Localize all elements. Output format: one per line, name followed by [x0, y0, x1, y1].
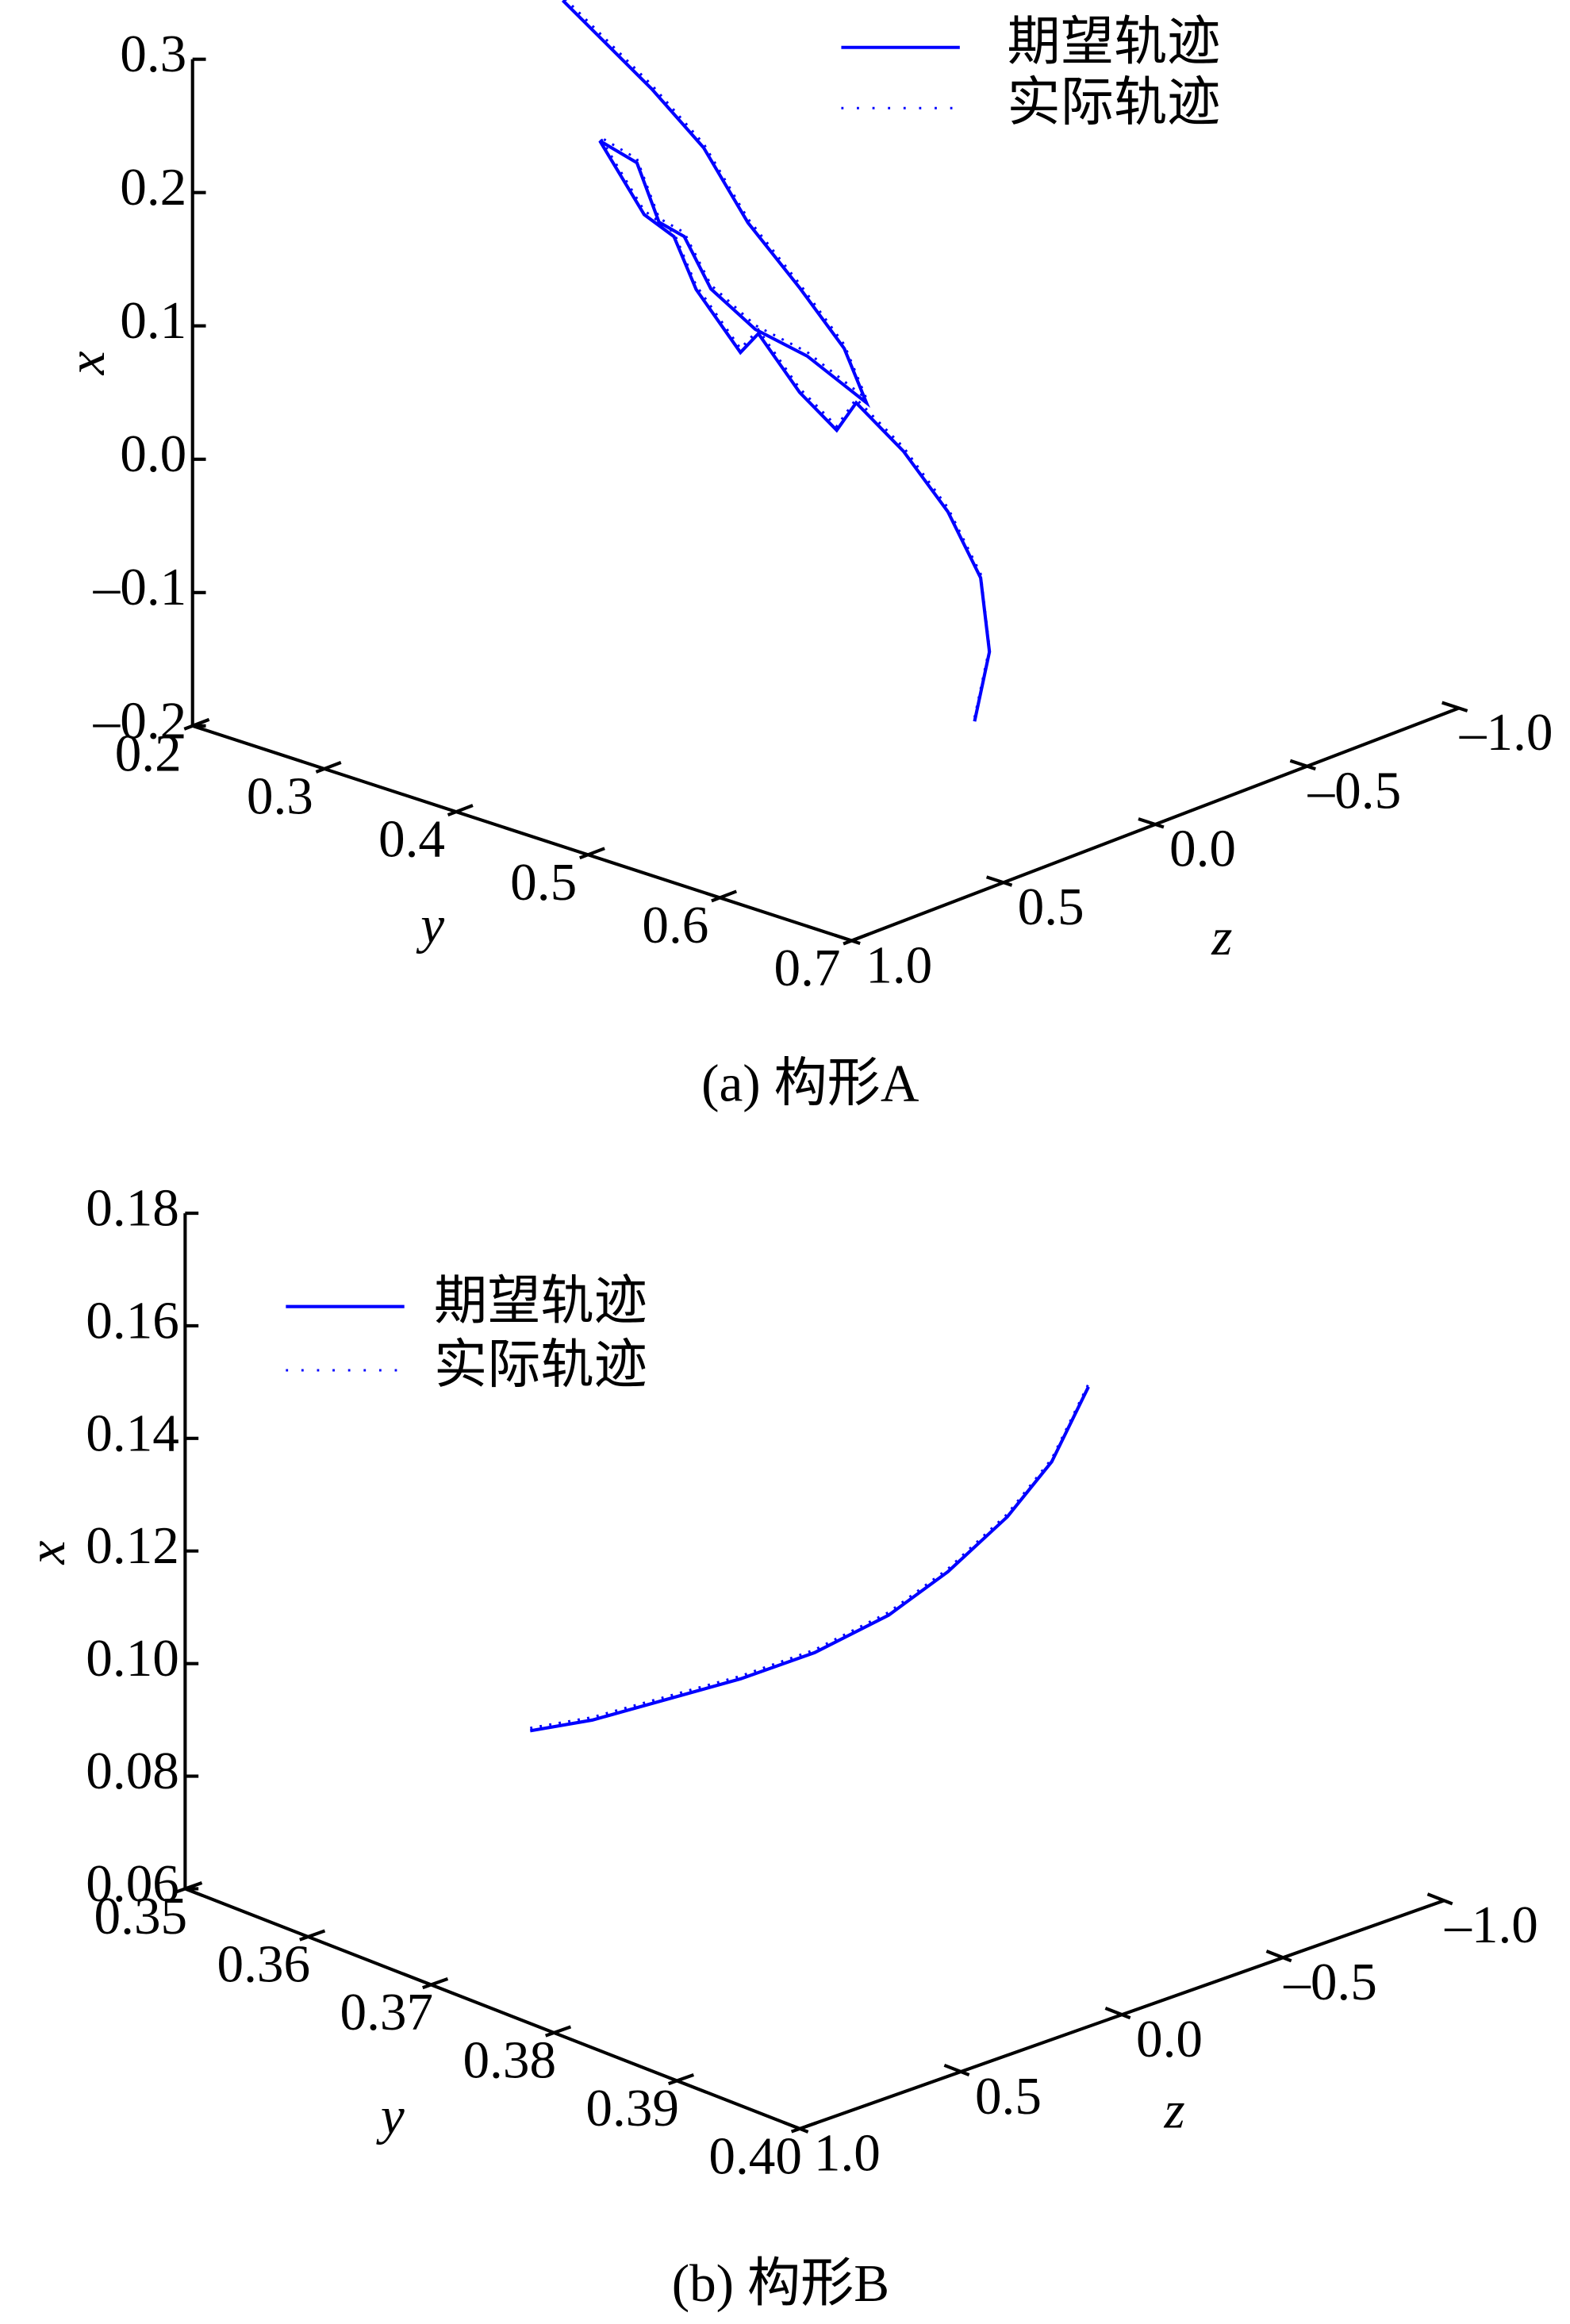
z-tick-label: 0.5 — [975, 2066, 1042, 2126]
trajectory — [529, 1385, 1090, 1733]
y-tick — [422, 1976, 449, 1990]
legend-label: 期望轨迹 — [1008, 12, 1221, 71]
z-axis-label: z — [1211, 907, 1232, 966]
legend-label: 实际轨迹 — [434, 1335, 647, 1394]
z-tick-label: 0.5 — [1018, 877, 1084, 936]
x-tick-label: –0.2 — [93, 690, 187, 750]
y-tick — [315, 761, 342, 774]
z-tick — [1289, 759, 1316, 771]
trajectory — [564, 0, 991, 718]
z-tick — [985, 875, 1013, 887]
y-tick-label: 0.3 — [247, 766, 313, 825]
y-tick — [545, 2025, 572, 2038]
y-tick-label: 0.36 — [217, 1934, 311, 1993]
x-axis-label: x — [17, 1541, 76, 1565]
x-tick-label: 0.10 — [86, 1628, 179, 1688]
x-tick-label: 0.12 — [86, 1515, 179, 1575]
trajectory — [530, 1383, 1090, 1730]
z-tick — [943, 2063, 970, 2076]
z-tick-label: –1.0 — [1444, 1895, 1538, 1954]
x-tick-label: 0.06 — [86, 1853, 179, 1913]
caption: (a) 构形A — [701, 1054, 919, 1113]
caption: (b) 构形B — [672, 2253, 889, 2313]
trajectory — [561, 0, 992, 722]
z-tick-label: –0.5 — [1307, 760, 1402, 820]
x-tick-label: 0.08 — [86, 1741, 179, 1800]
y-tick-label: 0.4 — [378, 809, 445, 869]
y-tick — [299, 1929, 326, 1942]
y-axis-line — [184, 1887, 800, 2130]
z-tick — [1426, 1892, 1453, 1906]
z-tick — [1441, 701, 1468, 713]
y-tick — [176, 1881, 203, 1894]
z-tick-label: –1.0 — [1459, 702, 1553, 762]
x-tick-label: 0.1 — [120, 290, 186, 350]
y-tick-label: 0.38 — [463, 2030, 556, 2089]
y-tick-label: 0.40 — [708, 2126, 802, 2185]
x-tick-label: 0.14 — [86, 1403, 179, 1462]
y-tick — [843, 932, 869, 946]
z-axis-label: z — [1163, 2080, 1184, 2139]
y-tick — [447, 804, 474, 817]
x-tick-label: 0.16 — [86, 1290, 179, 1350]
y-tick — [579, 847, 605, 860]
y-tick — [790, 2121, 817, 2134]
z-tick-label: 1.0 — [814, 2123, 881, 2183]
legend-label: 实际轨迹 — [1008, 73, 1221, 133]
legend-label: 期望轨迹 — [434, 1271, 647, 1331]
y-axis-label: y — [376, 2086, 405, 2145]
y-axis-line — [192, 724, 853, 943]
x-tick-label: 0.3 — [120, 24, 186, 83]
y-tick-label: 0.35 — [94, 1886, 188, 1946]
z-tick-label: 0.0 — [1136, 2009, 1203, 2069]
z-tick-label: 0.0 — [1169, 819, 1236, 878]
z-tick-label: 1.0 — [866, 935, 932, 994]
y-tick — [183, 717, 210, 731]
z-tick — [1138, 817, 1165, 829]
z-tick — [834, 933, 861, 945]
x-tick-label: 0.2 — [120, 157, 186, 217]
figure-body: –0.2 –0.1 0.0 0.1 0.2 0.3 0.2 0.3 0.4 0.5 0.6 0.7 1.… — [17, 0, 1553, 2313]
x-tick-label: –0.1 — [93, 557, 187, 617]
y-tick-label: 0.37 — [340, 1982, 433, 2042]
y-tick — [711, 889, 738, 903]
y-tick-label: 0.7 — [774, 938, 841, 997]
y-tick-label: 0.39 — [585, 2078, 679, 2138]
z-tick — [1265, 1949, 1292, 1963]
z-tick — [1104, 2007, 1131, 2020]
y-tick-label: 0.2 — [115, 723, 182, 782]
y-tick — [667, 2072, 695, 2086]
x-axis-label: x — [56, 351, 116, 375]
x-tick-label: 0.0 — [120, 424, 186, 483]
x-tick-label: 0.18 — [86, 1177, 179, 1237]
y-axis-label: y — [416, 895, 444, 955]
y-tick-label: 0.5 — [510, 852, 577, 912]
z-tick — [782, 2120, 809, 2134]
z-tick-label: –0.5 — [1283, 1952, 1377, 2011]
y-tick-label: 0.6 — [642, 895, 708, 955]
